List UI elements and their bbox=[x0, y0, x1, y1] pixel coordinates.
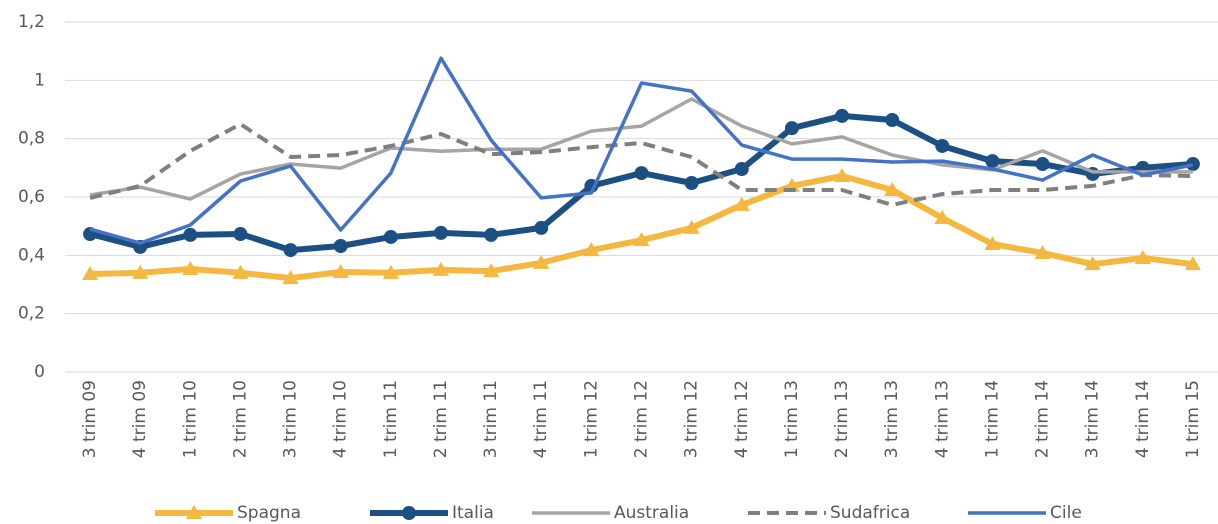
marker bbox=[484, 227, 499, 242]
marker bbox=[1035, 157, 1050, 172]
x-tick-label: 2 trim 13 bbox=[832, 380, 852, 458]
y-tick-label: 0,6 bbox=[18, 187, 45, 207]
marker bbox=[283, 243, 298, 258]
x-tick-label: 1 trim 15 bbox=[1183, 380, 1203, 458]
x-tick-label: 2 trim 10 bbox=[230, 380, 250, 458]
x-tick-label: 2 trim 14 bbox=[1033, 380, 1053, 458]
marker bbox=[985, 154, 1000, 169]
legend-label: Italia bbox=[452, 503, 494, 523]
x-tick-label: 2 trim 11 bbox=[431, 380, 451, 458]
x-tick-label: 3 trim 11 bbox=[481, 380, 501, 458]
x-tick-label: 4 trim 10 bbox=[331, 380, 351, 458]
x-tick-label: 1 trim 11 bbox=[381, 380, 401, 458]
y-tick-label: 0 bbox=[34, 362, 45, 382]
y-tick-label: 0,4 bbox=[18, 245, 45, 265]
legend-label: Australia bbox=[614, 503, 689, 523]
x-tick-label: 2 trim 12 bbox=[632, 380, 652, 458]
marker bbox=[433, 225, 448, 240]
x-tick-label: 4 trim 12 bbox=[732, 380, 752, 458]
marker bbox=[885, 113, 900, 127]
marker bbox=[1034, 245, 1051, 259]
x-tick-label: 4 trim 14 bbox=[1133, 380, 1153, 458]
x-tick-label: 3 trim 13 bbox=[882, 380, 902, 458]
marker bbox=[1134, 249, 1151, 264]
marker bbox=[282, 270, 299, 285]
y-tick-label: 1,2 bbox=[18, 12, 45, 32]
series-line bbox=[89, 122, 1193, 207]
x-tick-label: 4 trim 11 bbox=[531, 380, 551, 458]
marker bbox=[332, 263, 349, 278]
legend-marker bbox=[186, 505, 202, 519]
marker bbox=[633, 232, 650, 247]
marker bbox=[432, 261, 449, 276]
marker bbox=[934, 210, 951, 224]
x-tick-label: 4 trim 13 bbox=[932, 380, 952, 458]
marker bbox=[534, 220, 549, 235]
marker bbox=[733, 196, 750, 211]
marker bbox=[834, 168, 851, 182]
marker bbox=[935, 138, 950, 153]
marker bbox=[583, 242, 600, 257]
x-tick-label: 1 trim 10 bbox=[180, 380, 200, 458]
marker bbox=[835, 108, 850, 123]
x-tick-label: 1 trim 14 bbox=[982, 380, 1002, 458]
legend-label: Cile bbox=[1050, 503, 1082, 523]
marker bbox=[734, 162, 749, 176]
series-line bbox=[89, 112, 1194, 254]
marker bbox=[383, 229, 398, 244]
legend-label: Sudafrica bbox=[830, 503, 910, 523]
marker bbox=[333, 239, 348, 253]
marker bbox=[684, 176, 699, 190]
legend-marker bbox=[402, 506, 416, 520]
marker bbox=[884, 182, 901, 196]
marker bbox=[533, 254, 550, 269]
marker bbox=[1185, 157, 1200, 172]
x-tick-label: 1 trim 13 bbox=[782, 380, 802, 458]
marker bbox=[82, 266, 99, 280]
marker bbox=[683, 219, 700, 234]
marker bbox=[1184, 256, 1201, 271]
y-tick-label: 0,2 bbox=[18, 304, 45, 324]
marker bbox=[634, 166, 649, 181]
marker bbox=[1084, 256, 1101, 271]
x-tick-label: 3 trim 12 bbox=[682, 380, 702, 458]
marker bbox=[784, 121, 799, 136]
x-tick-label: 3 trim 10 bbox=[281, 380, 301, 458]
y-tick-label: 0,8 bbox=[18, 129, 45, 149]
marker bbox=[132, 264, 149, 279]
marker bbox=[984, 235, 1001, 250]
x-tick-label: 3 trim 09 bbox=[80, 380, 100, 458]
y-tick-label: 1 bbox=[34, 70, 45, 90]
marker bbox=[382, 264, 399, 279]
marker bbox=[183, 227, 198, 242]
legend-label: Spagna bbox=[237, 503, 301, 523]
x-tick-label: 1 trim 12 bbox=[581, 380, 601, 458]
marker bbox=[233, 227, 248, 242]
x-tick-label: 4 trim 09 bbox=[130, 380, 150, 458]
marker bbox=[182, 261, 199, 276]
series-line bbox=[89, 56, 1194, 245]
x-tick-label: 3 trim 14 bbox=[1083, 380, 1103, 458]
marker bbox=[483, 263, 500, 278]
series-line bbox=[89, 97, 1193, 201]
marker bbox=[232, 264, 249, 279]
